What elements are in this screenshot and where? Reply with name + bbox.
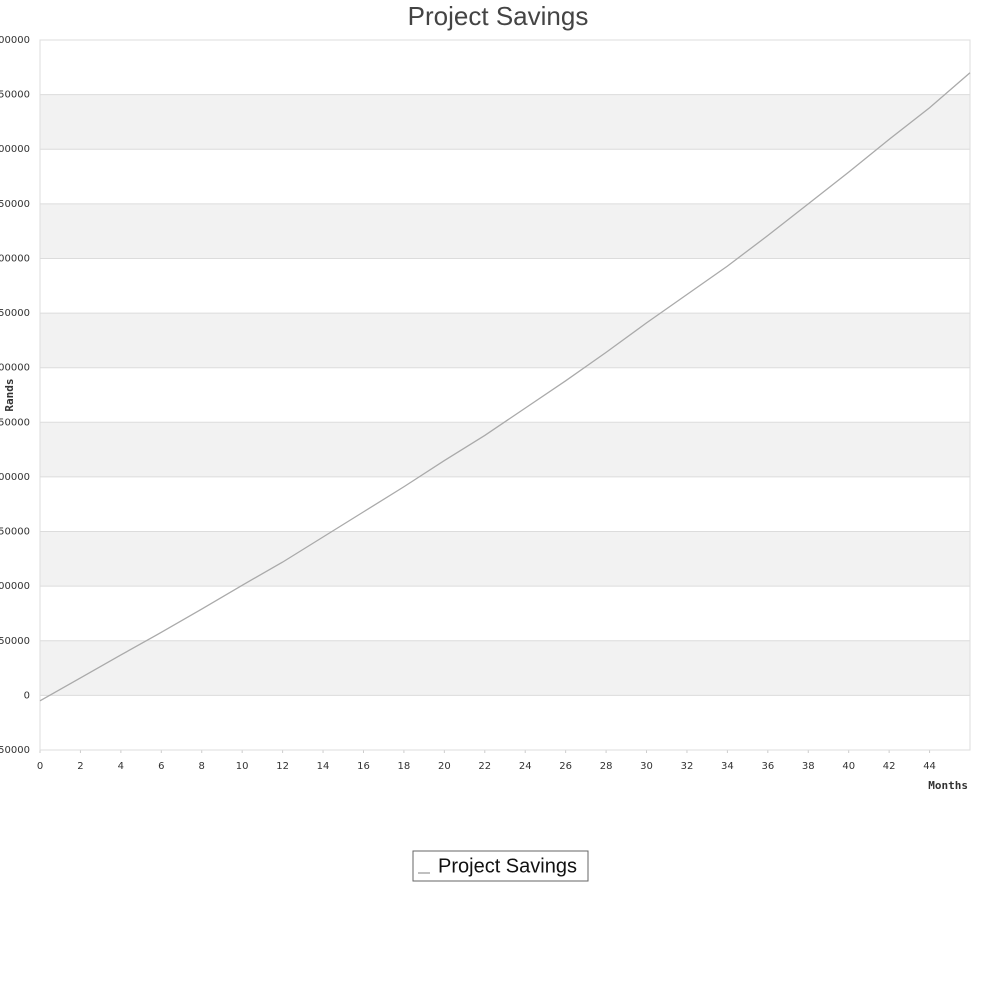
x-tick-label: 32 bbox=[681, 761, 694, 772]
plot-area bbox=[40, 40, 970, 750]
x-tick-label: 6 bbox=[158, 761, 164, 772]
chart-title: Project Savings bbox=[408, 1, 589, 31]
grid-band bbox=[40, 94, 970, 150]
legend-box bbox=[412, 850, 589, 882]
plot-border bbox=[39, 39, 971, 751]
x-tick-label: 40 bbox=[842, 761, 855, 772]
y-tick-label: 550000 bbox=[0, 90, 30, 101]
x-tick-label: 2 bbox=[77, 761, 83, 772]
grid-band bbox=[40, 422, 970, 477]
y-tick-label: 350000 bbox=[0, 308, 30, 319]
x-tick-label: 12 bbox=[276, 761, 289, 772]
grid-band bbox=[40, 313, 970, 368]
x-tick-label: 20 bbox=[438, 761, 451, 772]
y-tick-label: 100000 bbox=[0, 581, 30, 592]
y-tick-label: 200000 bbox=[0, 472, 30, 483]
y-tick-label: 150000 bbox=[0, 527, 30, 538]
x-tick-label: 36 bbox=[761, 761, 774, 772]
grid-band bbox=[40, 531, 970, 587]
x-tick-label: 24 bbox=[519, 761, 532, 772]
y-tick-label: 600000 bbox=[0, 35, 30, 46]
legend: Project Savings bbox=[412, 850, 589, 882]
y-axis-label: Rands bbox=[3, 378, 16, 411]
grid-band bbox=[40, 203, 970, 259]
data-line bbox=[39, 72, 971, 702]
x-tick-label: 18 bbox=[398, 761, 411, 772]
x-tick-label: 42 bbox=[883, 761, 896, 772]
y-tick-label: 450000 bbox=[0, 199, 30, 210]
x-tick-label: 8 bbox=[199, 761, 205, 772]
x-tick-label: 28 bbox=[600, 761, 613, 772]
x-tick-label: 16 bbox=[357, 761, 370, 772]
x-tick-label: 38 bbox=[802, 761, 815, 772]
x-tick-label: 0 bbox=[37, 761, 43, 772]
x-axis-label: Months bbox=[928, 779, 968, 792]
x-tick-label: 14 bbox=[317, 761, 330, 772]
legend-label: Project Savings bbox=[438, 855, 577, 877]
x-tick-label: 34 bbox=[721, 761, 734, 772]
x-tick-label: 4 bbox=[118, 761, 124, 772]
y-tick-label: -50000 bbox=[0, 745, 30, 756]
y-tick-label: 400000 bbox=[0, 253, 30, 264]
y-tick-label: 300000 bbox=[0, 363, 30, 374]
x-tick-label: 30 bbox=[640, 761, 653, 772]
y-tick-label: 250000 bbox=[0, 417, 30, 428]
y-tick-label: 50000 bbox=[0, 636, 30, 647]
x-tick-label: 22 bbox=[478, 761, 491, 772]
grid-band bbox=[40, 640, 970, 696]
x-tick-label: 10 bbox=[236, 761, 249, 772]
x-tick-label: 44 bbox=[923, 761, 936, 772]
y-tick-label: 0 bbox=[24, 690, 30, 701]
x-tick-label: 26 bbox=[559, 761, 572, 772]
